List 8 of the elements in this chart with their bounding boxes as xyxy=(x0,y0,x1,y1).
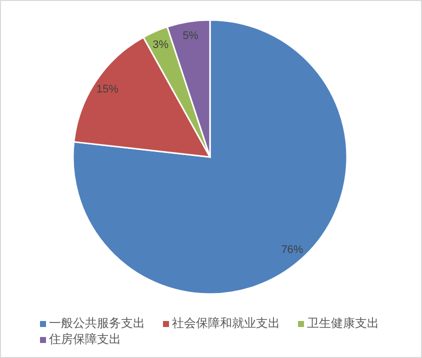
legend-label: 卫生健康支出 xyxy=(307,316,379,330)
legend-label: 一般公共服务支出 xyxy=(49,316,145,330)
data-label: 15% xyxy=(96,84,119,96)
legend-label: 社会保障和就业支出 xyxy=(172,316,280,330)
legend-label: 住房保障支出 xyxy=(48,332,121,346)
data-label: 5% xyxy=(182,30,199,42)
data-label: 76% xyxy=(281,244,304,256)
data-label: 3% xyxy=(152,39,169,52)
